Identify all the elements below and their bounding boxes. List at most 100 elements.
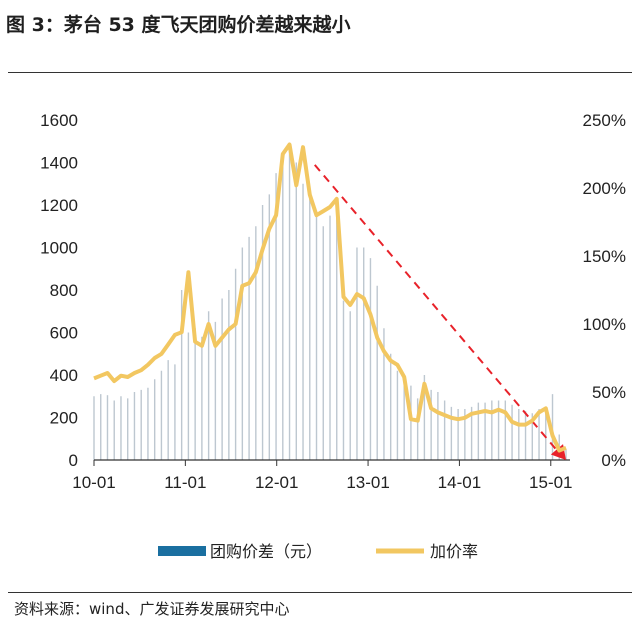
bar: [437, 392, 439, 460]
bar: [120, 396, 122, 460]
y-right-tick-label: 150%: [583, 247, 626, 266]
bar: [443, 400, 446, 460]
x-tick-label: 11-01: [164, 473, 206, 492]
legend: 团购价差（元） 加价率: [158, 542, 478, 561]
bottom-rule: [8, 592, 632, 593]
bar: [228, 290, 230, 460]
bar: [167, 360, 169, 460]
bar: [127, 398, 129, 460]
bar: [457, 409, 459, 460]
bar: [369, 258, 372, 460]
bar: [565, 449, 567, 460]
legend-bar-swatch: [158, 546, 206, 556]
bar: [295, 162, 297, 460]
y-right-tick-label: 250%: [583, 111, 626, 130]
y-left-tick-label: 200: [50, 409, 78, 428]
bar: [140, 389, 142, 460]
bar: [518, 409, 520, 460]
bar: [180, 290, 183, 460]
bar: [322, 226, 324, 460]
x-tick-label: 14-01: [438, 473, 481, 492]
bar: [450, 406, 453, 460]
y-left-tick-label: 1000: [40, 239, 78, 258]
bar: [261, 205, 264, 460]
bar: [403, 375, 405, 460]
bar: [315, 215, 318, 460]
top-rule: [8, 72, 632, 73]
y-right-tick-label: 200%: [583, 179, 626, 198]
chart: 0 200 400 600 800 1000 1200 1400 1600 0% 50% 100% 15…: [40, 111, 626, 561]
bar: [511, 404, 513, 460]
y-left-tick-label: 1400: [40, 154, 78, 173]
x-tick-label: 13-01: [346, 473, 389, 492]
bar: [356, 247, 358, 460]
bar: [201, 336, 203, 460]
bar: [538, 409, 540, 460]
bar: [106, 395, 109, 460]
bar: [133, 392, 136, 460]
bar: [396, 370, 399, 460]
y-left-tick-label: 600: [50, 324, 78, 343]
bar: [174, 364, 176, 460]
bar: [187, 332, 190, 460]
bar: [363, 247, 365, 460]
bar: [100, 394, 102, 460]
bar: [309, 188, 311, 460]
bar: [524, 411, 527, 460]
bar: [423, 375, 426, 460]
bar: [194, 328, 196, 460]
bar: [430, 389, 432, 460]
axes: [93, 459, 570, 466]
bar: [93, 396, 95, 460]
bar: [147, 387, 149, 460]
bar: [336, 205, 338, 460]
bar: [221, 298, 223, 460]
rate-line: [93, 142, 567, 453]
legend-line-label: 加价率: [430, 542, 478, 561]
legend-bar-label: 团购价差（元）: [210, 542, 322, 561]
y-left-tick-label: 800: [50, 281, 78, 300]
y-left-tick-label: 1600: [40, 111, 78, 130]
bar: [410, 385, 412, 460]
tick-labels: 0 200 400 600 800 1000 1200 1400 1600 0% 50% 100% 15…: [40, 111, 626, 492]
bar: [282, 162, 284, 460]
bar: [491, 400, 493, 460]
bar: [160, 370, 163, 460]
x-tick-label: 10-01: [72, 473, 115, 492]
y-left-tick-label: 0: [69, 451, 78, 470]
y-left-tick-label: 1200: [40, 196, 78, 215]
bar: [342, 300, 345, 460]
bar: [389, 353, 392, 460]
x-tick-label: 12-01: [255, 473, 298, 492]
y-right-tick-label: 0%: [601, 451, 626, 470]
bar: [275, 173, 277, 460]
bar: [241, 247, 244, 460]
bar: [268, 194, 271, 460]
bar: [464, 409, 466, 460]
bar: [416, 398, 419, 460]
trend-arrow-line: [314, 164, 561, 455]
y-left-tick-label: 400: [50, 366, 78, 385]
bar: [255, 226, 257, 460]
bar: [248, 236, 250, 460]
bar: [477, 402, 480, 460]
bar: [329, 215, 331, 460]
y-right-tick-label: 50%: [592, 383, 626, 402]
bar: [383, 328, 385, 460]
bar: [113, 400, 115, 460]
source-note: 资料来源：wind、广发证券发展研究中心: [14, 600, 290, 618]
bar-series: [93, 149, 567, 460]
bar: [531, 413, 533, 460]
bar: [207, 311, 210, 460]
bar: [234, 268, 237, 460]
bar: [349, 311, 351, 460]
bar: [288, 149, 291, 460]
bar: [484, 402, 486, 460]
bar: [470, 406, 473, 460]
bar: [545, 406, 547, 460]
bar: [504, 400, 507, 460]
bar: [302, 183, 304, 460]
bar: [376, 285, 378, 460]
x-tick-label: 15-01: [529, 473, 572, 492]
bar: [214, 321, 217, 460]
